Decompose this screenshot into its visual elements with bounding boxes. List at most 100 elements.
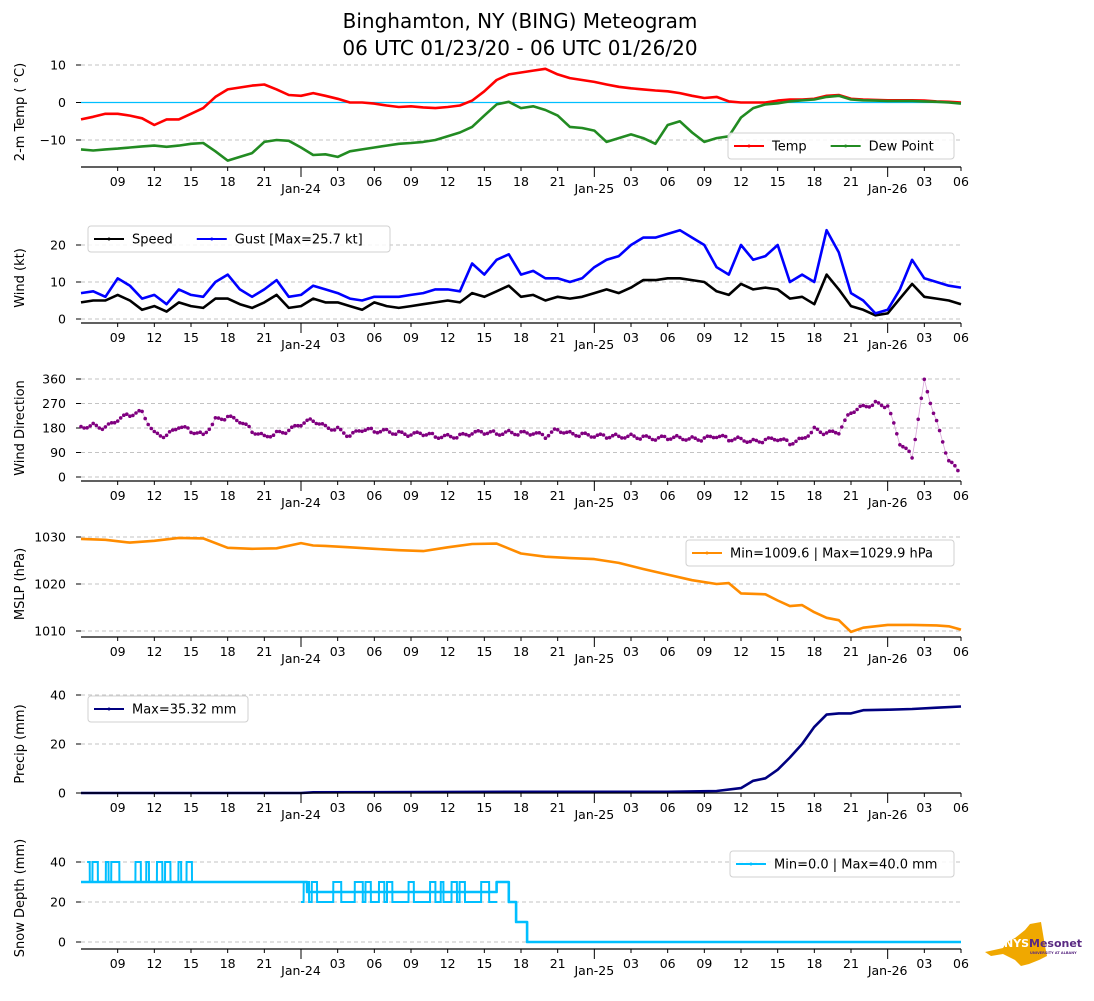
x-tick-label: 18 xyxy=(513,800,529,815)
y-tick-label: 40 xyxy=(50,855,66,870)
wind-direction-point xyxy=(409,433,413,437)
x-tick-label: 15 xyxy=(770,488,786,503)
logo-mesonet-text: Mesonet xyxy=(1029,937,1082,950)
x-day-label: Jan-26 xyxy=(867,181,908,196)
x-tick-label: 18 xyxy=(220,800,236,815)
wind-direction-point xyxy=(806,434,810,438)
wind-direction-point xyxy=(238,421,242,425)
wind-direction-point xyxy=(843,418,847,423)
x-tick-label: 18 xyxy=(513,956,529,971)
wind-direction-point xyxy=(360,429,364,434)
wind-direction-point xyxy=(617,434,621,439)
wind-direction-point xyxy=(122,413,126,418)
wind-direction-point xyxy=(320,422,325,426)
wind-direction-point xyxy=(922,377,927,382)
wind-direction-point xyxy=(797,436,801,441)
wind-direction-point xyxy=(818,430,823,435)
wind-direction-point xyxy=(659,434,664,439)
wind-direction-point xyxy=(204,430,209,435)
wind-direction-point xyxy=(448,434,453,439)
wind-direction-point xyxy=(519,430,523,434)
x-tick-label: 12 xyxy=(146,330,162,345)
x-tick-label: 03 xyxy=(916,174,932,189)
x-tick-label: 09 xyxy=(110,488,126,503)
x-tick-label: 09 xyxy=(110,644,126,659)
wind-direction-point xyxy=(956,468,960,473)
x-day-label: Jan-26 xyxy=(867,807,908,822)
x-tick-label: 12 xyxy=(146,174,162,189)
x-tick-label: 15 xyxy=(770,644,786,659)
wind-direction-point xyxy=(467,433,471,438)
wind-direction-point xyxy=(525,431,529,435)
wind-direction-point xyxy=(250,430,254,435)
x-tick-label: 18 xyxy=(513,644,529,659)
wind-direction-point xyxy=(418,431,423,436)
x-tick-label: 21 xyxy=(256,174,272,189)
wind-direction-point xyxy=(785,438,789,443)
series-line-gust-max-25-7-kt xyxy=(80,228,962,315)
x-tick-label: 15 xyxy=(476,800,492,815)
wind-direction-point xyxy=(381,428,386,432)
wind-direction-point xyxy=(800,436,804,441)
wind-direction-point xyxy=(384,427,389,432)
panel-temp: 10 0 −10 2-m Temp ( °C) 09 12 15 18 21 03 06 09 12 15… xyxy=(13,58,969,197)
wind-direction-point xyxy=(452,436,456,440)
wind-direction-point xyxy=(656,436,661,440)
x-tick-label: 06 xyxy=(953,956,969,971)
wind-direction-point xyxy=(296,423,300,428)
panel-wind: 20 10 0 Wind (kt) 09 12 15 18 21 03 06 09 12 15 18 21 03… xyxy=(13,225,969,352)
wind-direction-point xyxy=(403,432,407,437)
x-tick-label: 06 xyxy=(660,956,676,971)
wind-direction-point xyxy=(170,428,175,432)
wind-direction-point xyxy=(164,433,169,438)
wind-direction-point xyxy=(580,431,584,436)
y-tick-label: 360 xyxy=(42,372,66,387)
y-tick-label: 0 xyxy=(58,470,66,485)
x-tick-label: 21 xyxy=(843,644,859,659)
wind-direction-point xyxy=(283,431,288,436)
x-tick-label: 18 xyxy=(806,800,822,815)
wind-direction-point xyxy=(112,420,117,425)
wind-direction-point xyxy=(696,438,700,442)
x-day-label: Jan-25 xyxy=(573,181,614,196)
wind-direction-point xyxy=(568,429,572,434)
wind-direction-point xyxy=(85,426,89,430)
wind-direction-point xyxy=(268,435,273,439)
wind-direction-point xyxy=(271,433,276,438)
wind-direction-point xyxy=(140,409,144,414)
wind-direction-point xyxy=(198,430,202,435)
wind-direction-point xyxy=(216,416,221,420)
x-tick-label: 18 xyxy=(806,488,822,503)
wind-direction-point xyxy=(601,433,606,437)
x-tick-label: 09 xyxy=(110,956,126,971)
legend-label: Min=0.0 | Max=40.0 mm xyxy=(774,858,937,873)
wind-direction-point xyxy=(870,403,875,408)
x-tick-label: 12 xyxy=(440,956,456,971)
wind-direction-point xyxy=(375,430,380,435)
wind-direction-point xyxy=(503,430,508,434)
x-day-label: Jan-24 xyxy=(280,337,321,352)
wind-direction-point xyxy=(513,432,517,437)
series-line-min-1009-6-max-1029-9-hpa xyxy=(80,536,962,634)
x-tick-label: 21 xyxy=(843,174,859,189)
legend-frame xyxy=(87,695,249,723)
wind-direction-point xyxy=(693,436,697,441)
wind-direction-point xyxy=(720,433,725,438)
y-tick-label: 40 xyxy=(50,688,66,703)
wind-direction-point xyxy=(925,389,930,394)
new-york-state-icon xyxy=(985,922,1047,966)
wind-direction-point xyxy=(723,434,728,439)
wind-direction-point xyxy=(895,432,899,436)
wind-direction-point xyxy=(901,444,905,449)
wind-direction-point xyxy=(363,428,368,433)
x-day-label: Jan-26 xyxy=(867,495,908,510)
x-tick-label: 03 xyxy=(916,800,932,815)
wind-direction-point xyxy=(684,438,688,442)
y-axis-label: Precip (mm) xyxy=(13,704,28,783)
wind-direction-point xyxy=(613,432,618,437)
wind-direction-point xyxy=(947,458,951,463)
wind-direction-point xyxy=(837,432,841,436)
wind-direction-point xyxy=(815,427,820,432)
x-tick-label: 09 xyxy=(403,174,419,189)
